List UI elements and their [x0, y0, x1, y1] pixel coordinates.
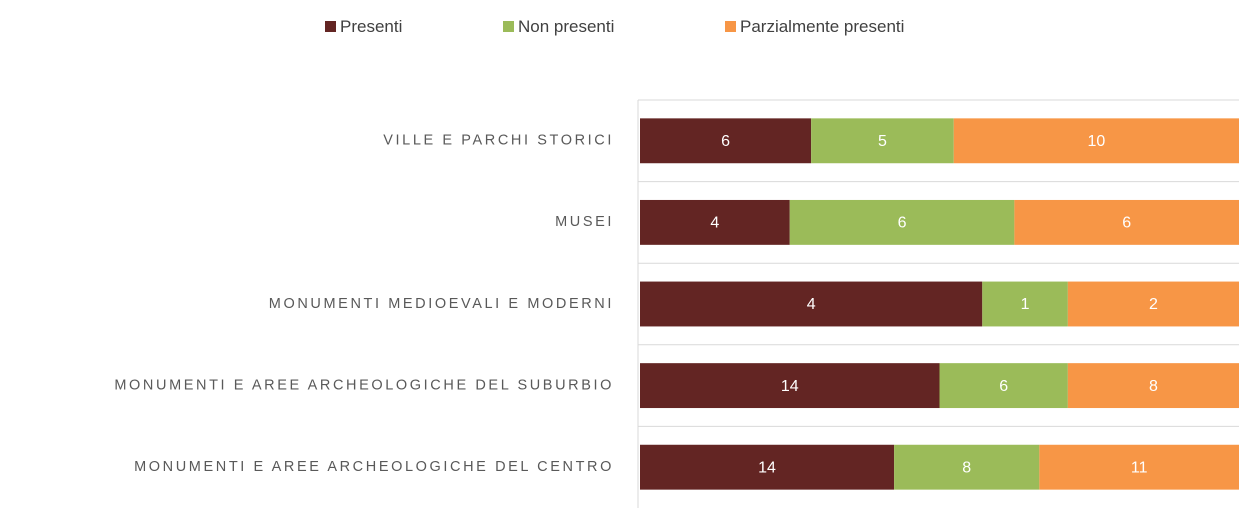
legend-swatch	[725, 21, 736, 32]
bar-segment	[982, 281, 1068, 327]
bar-segment	[894, 444, 1040, 490]
value-label: 14	[781, 378, 799, 395]
value-label: 10	[1087, 133, 1105, 150]
bar-segment	[640, 199, 790, 245]
value-label: 4	[807, 296, 816, 313]
value-label: 14	[758, 459, 776, 476]
bar-segment	[640, 363, 940, 409]
value-label: 5	[878, 133, 887, 150]
legend-swatch	[325, 21, 336, 32]
category-label: MONUMENTI E AREE ARCHEOLOGICHE DEL SUBUR…	[114, 377, 614, 393]
bar-segment	[789, 199, 1015, 245]
value-label: 1	[1021, 296, 1030, 313]
bar-segment	[1014, 199, 1239, 245]
category-label: MONUMENTI E AREE ARCHEOLOGICHE DEL CENTR…	[134, 459, 614, 475]
bar-segment	[1039, 444, 1239, 490]
legend-label: Presenti	[340, 17, 402, 36]
bar-segment	[939, 363, 1068, 409]
legend-swatch	[503, 21, 514, 32]
legend-label: Non presenti	[518, 17, 614, 36]
bar-segment	[953, 118, 1239, 164]
value-label: 6	[898, 215, 907, 232]
category-label: MONUMENTI MEDIOEVALI E MODERNI	[269, 296, 614, 312]
category-label: VILLE E PARCHI STORICI	[383, 133, 614, 149]
value-label: 8	[962, 459, 971, 476]
bar-segment	[640, 444, 895, 490]
value-label: 11	[1131, 459, 1148, 476]
value-label: 2	[1149, 296, 1158, 313]
value-label: 8	[1149, 378, 1158, 395]
value-label: 6	[721, 133, 730, 150]
value-label: 6	[1122, 215, 1131, 232]
bar-segment	[640, 118, 812, 164]
category-label: MUSEI	[555, 214, 614, 230]
bar-segment	[811, 118, 954, 164]
value-label: 4	[710, 215, 719, 232]
bar-segment	[640, 281, 983, 327]
bar-segment	[1067, 363, 1239, 409]
bar-segment	[1067, 281, 1239, 327]
value-label: 6	[999, 378, 1008, 395]
legend-label: Parzialmente presenti	[740, 17, 904, 36]
